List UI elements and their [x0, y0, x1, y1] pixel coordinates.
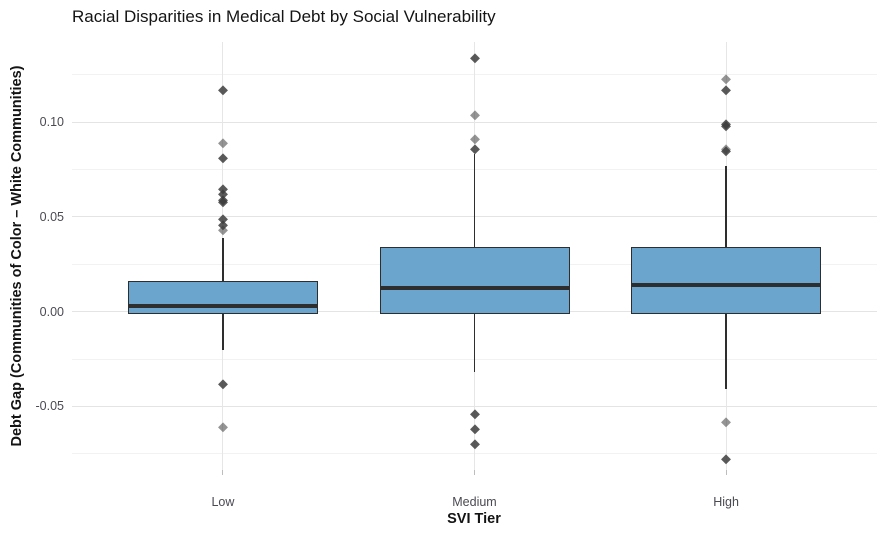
- median-line-low: [127, 304, 318, 308]
- outlier-point-high: [721, 74, 731, 84]
- outlier-point-low: [218, 422, 228, 432]
- plot-panel: [72, 42, 877, 470]
- y-tick-label: 0.00: [39, 304, 64, 319]
- whisker-lower-high: [725, 313, 727, 390]
- y-tick-label: -0.05: [35, 399, 65, 414]
- x-tick-mark-high: [725, 470, 727, 475]
- whisker-lower-low: [222, 313, 224, 350]
- x-tick-mark-medium: [474, 470, 475, 475]
- x-tick-label-high: High: [713, 495, 739, 509]
- outlier-point-medium: [469, 409, 480, 419]
- x-tick-mark-low: [222, 470, 224, 475]
- outlier-point-low: [218, 225, 228, 235]
- box-high: [631, 247, 822, 314]
- whisker-lower-medium: [473, 313, 476, 373]
- outlier-point-high: [721, 85, 731, 95]
- y-tick-label: 0.10: [39, 115, 64, 130]
- x-tick-label-low: Low: [211, 495, 235, 509]
- outlier-point-low: [218, 379, 228, 389]
- outlier-point-high: [721, 416, 731, 427]
- outlier-point-medium: [469, 144, 480, 154]
- outlier-point-low: [218, 153, 228, 163]
- outlier-point-medium: [469, 110, 480, 120]
- median-line-medium: [379, 286, 570, 290]
- whisker-upper-high: [725, 165, 727, 248]
- outlier-point-medium: [469, 439, 480, 449]
- outlier-point-medium: [469, 424, 480, 434]
- outlier-point-low: [218, 138, 228, 148]
- box-low: [127, 281, 318, 314]
- chart-title: Racial Disparities in Medical Debt by So…: [72, 7, 496, 26]
- whisker-upper-low: [222, 237, 224, 282]
- y-tick-label: 0.05: [39, 209, 64, 224]
- outlier-point-medium: [469, 53, 480, 63]
- outlier-point-low: [218, 85, 228, 95]
- whisker-upper-medium: [473, 154, 476, 248]
- x-tick-label-medium: Medium: [452, 495, 497, 509]
- outlier-point-medium: [469, 134, 480, 144]
- median-line-high: [631, 283, 822, 287]
- x-axis-title: SVI Tier: [447, 511, 501, 527]
- box-medium: [379, 247, 570, 314]
- outlier-point-high: [721, 454, 731, 464]
